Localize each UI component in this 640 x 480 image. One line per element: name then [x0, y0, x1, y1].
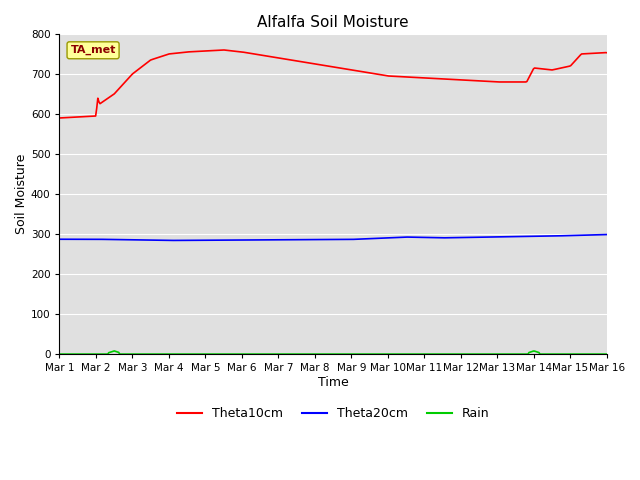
Legend: Theta10cm, Theta20cm, Rain: Theta10cm, Theta20cm, Rain: [172, 402, 494, 425]
Y-axis label: Soil Moisture: Soil Moisture: [15, 154, 28, 234]
Text: TA_met: TA_met: [70, 45, 116, 55]
Title: Alfalfa Soil Moisture: Alfalfa Soil Moisture: [257, 15, 409, 30]
X-axis label: Time: Time: [318, 376, 349, 389]
